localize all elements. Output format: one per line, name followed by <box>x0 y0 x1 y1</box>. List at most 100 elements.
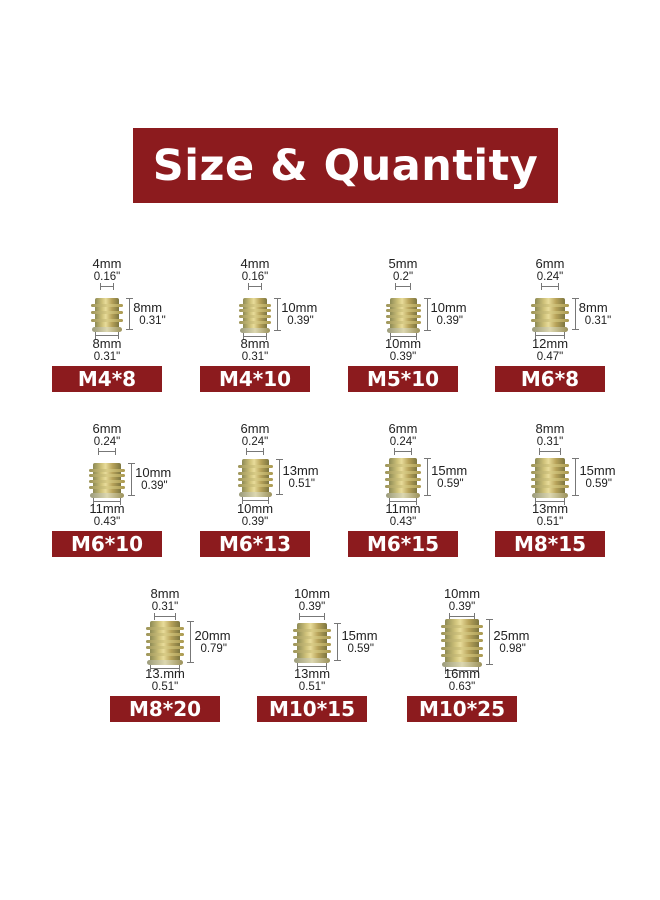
thread-fin <box>385 309 421 313</box>
height-mm: 10mm <box>430 300 467 315</box>
bottom-diameter-in: 0.31" <box>93 351 121 363</box>
top-diameter-in: 0.2" <box>392 271 414 283</box>
thread-fin <box>440 625 484 628</box>
top-dimension-line <box>154 613 176 620</box>
bottom-diameter-in: 0.43" <box>93 516 121 528</box>
insert-flange <box>146 660 184 665</box>
bottom-diameter-mm: 11mm <box>89 501 125 516</box>
height-in: 0.79" <box>200 643 227 655</box>
thread-fin <box>88 474 126 478</box>
thread-fin <box>90 304 124 308</box>
threaded-insert-image <box>90 298 124 332</box>
top-diameter-mm: 8mm <box>535 421 565 436</box>
bottom-diameter-in: 0.43" <box>389 516 417 528</box>
threaded-insert-image <box>238 297 272 333</box>
height-in: 0.59" <box>585 478 612 490</box>
size-item: 6mm 0.24" 8mm 0.31" 12mm 0.47" M6*8 <box>495 256 640 396</box>
size-label: M6*13 <box>200 531 310 557</box>
thread-fin <box>530 484 570 488</box>
height-mm: 8mm <box>578 300 608 315</box>
bottom-diameter-mm: 11mm <box>385 501 421 516</box>
threaded-insert-image <box>531 298 569 332</box>
bottom-diameter-mm: 12mm <box>531 336 569 351</box>
size-item: 5mm 0.2" 10mm 0.39" 10mm 0.39" M5*10 <box>348 256 493 396</box>
insert-flange <box>532 326 568 332</box>
size-item: 6mm 0.24" 10mm 0.39" 11mm 0.43" M6*10 <box>52 421 197 561</box>
threaded-insert-image <box>88 462 126 498</box>
thread-fin <box>145 627 185 630</box>
size-item: 8mm 0.31" 20mm 0.79" 13.mm 0.51" M8*20 <box>110 586 255 726</box>
thread-fin <box>440 646 484 650</box>
thread-fin <box>530 478 570 481</box>
bottom-dimension-line <box>296 662 328 670</box>
insert-flange <box>239 327 271 333</box>
bottom-dimension-line <box>444 667 480 674</box>
size-label: M6*15 <box>348 531 458 557</box>
bottom-diameter-in: 0.31" <box>241 351 269 363</box>
size-label: M4*10 <box>200 366 310 392</box>
insert-flange <box>441 662 483 667</box>
bottom-dimension-line <box>92 497 122 505</box>
thread-fin <box>385 303 421 307</box>
bottom-diameter-mm: 13mm <box>531 501 569 516</box>
insert-flange <box>89 492 125 498</box>
top-dimension-line <box>248 283 262 290</box>
top-diameter-mm: 6mm <box>535 256 565 271</box>
bottom-dimension-line <box>241 496 269 504</box>
insert-flange <box>386 327 420 333</box>
height-in: 0.98" <box>499 643 526 655</box>
height-in: 0.39" <box>141 480 168 492</box>
height-in: 0.31" <box>139 315 166 327</box>
size-item: 10mm 0.39" 25mm 0.98" 16mm 0.63" M10*25 <box>407 586 552 726</box>
height-in: 0.59" <box>347 643 374 655</box>
thread-fin <box>238 320 272 324</box>
height-mm: 13mm <box>282 463 319 478</box>
height-mm: 10mm <box>135 465 172 480</box>
size-item: 6mm 0.24" 15mm 0.59" 11mm 0.43" M6*15 <box>348 421 493 561</box>
threaded-insert-image <box>440 619 484 667</box>
threaded-insert-image <box>237 459 273 497</box>
top-diameter-mm: 8mm <box>150 586 180 601</box>
size-item: 4mm 0.16" 8mm 0.31" 8mm 0.31" M4*8 <box>52 256 197 396</box>
insert-flange <box>238 491 272 497</box>
thread-fin <box>531 318 569 322</box>
bottom-dimension-line <box>149 665 181 672</box>
size-label: M4*8 <box>52 366 162 392</box>
size-label: M8*20 <box>110 696 220 722</box>
thread-fin <box>88 468 126 472</box>
thread-fin <box>385 315 421 318</box>
height-dimension-line <box>275 459 283 495</box>
threaded-insert-image <box>384 458 422 498</box>
height-dimension-line <box>128 462 136 496</box>
thread-fin <box>384 471 422 475</box>
bottom-diameter-in: 0.51" <box>151 681 179 693</box>
thread-fin <box>292 643 332 646</box>
bottom-diameter-mm: 13mm <box>293 666 331 681</box>
bottom-diameter-in: 0.39" <box>241 516 269 528</box>
size-label: M10*25 <box>407 696 517 722</box>
thread-fin <box>90 311 124 315</box>
top-diameter-mm: 6mm <box>388 421 418 436</box>
top-dimension-line <box>539 448 561 455</box>
thread-fin <box>88 485 126 489</box>
threaded-insert-image <box>385 297 421 333</box>
bottom-diameter-in: 0.51" <box>298 681 326 693</box>
thread-fin <box>440 632 484 636</box>
bottom-dimension-line <box>94 331 120 339</box>
thread-fin <box>384 464 422 468</box>
thread-fin <box>292 636 332 640</box>
height-dimension-line <box>334 623 342 661</box>
thread-fin <box>145 633 185 637</box>
top-diameter-mm: 4mm <box>240 256 270 271</box>
height-dimension-line <box>486 619 494 665</box>
height-mm: 15mm <box>431 463 468 478</box>
bottom-diameter-mm: 16mm <box>443 666 481 681</box>
height-mm: 20mm <box>194 628 231 643</box>
bottom-diameter-mm: 10mm <box>236 501 274 516</box>
thread-fin <box>292 649 332 653</box>
threaded-insert-image <box>292 623 332 663</box>
thread-fin <box>238 315 272 318</box>
top-diameter-in: 0.24" <box>389 436 417 448</box>
thread-fin <box>238 303 272 307</box>
size-label: M6*8 <box>495 366 605 392</box>
